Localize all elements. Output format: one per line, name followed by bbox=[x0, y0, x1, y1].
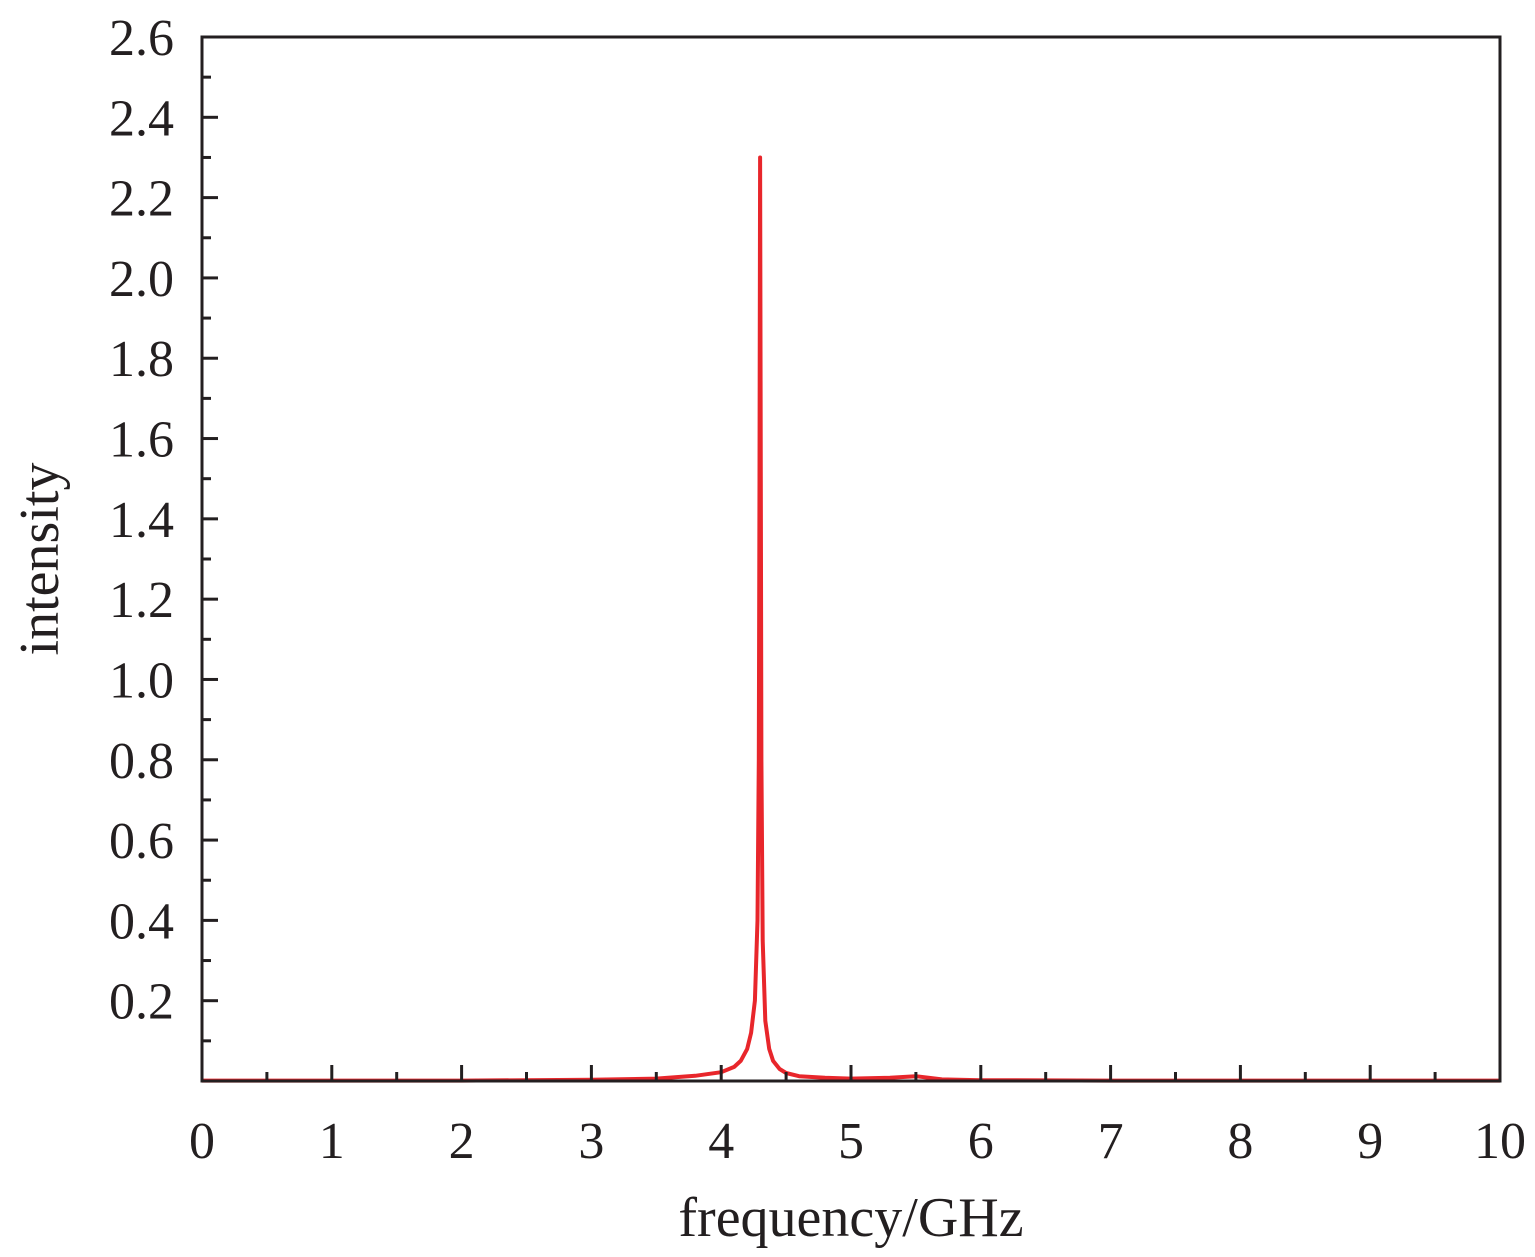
x-tick-label: 8 bbox=[1227, 1113, 1253, 1170]
x-tick-label: 2 bbox=[449, 1113, 475, 1170]
y-tick-label: 1.2 bbox=[109, 572, 174, 629]
x-tick-label: 10 bbox=[1474, 1113, 1526, 1170]
x-tick-label: 0 bbox=[189, 1113, 215, 1170]
x-tick-label: 3 bbox=[578, 1113, 604, 1170]
y-tick-label: 1.0 bbox=[109, 652, 174, 709]
y-tick-label: 2.2 bbox=[109, 171, 174, 228]
y-tick-label: 0.4 bbox=[109, 893, 174, 950]
x-tick-label: 5 bbox=[838, 1113, 864, 1170]
y-tick-label: 0.6 bbox=[109, 813, 174, 870]
y-tick-label: 1.6 bbox=[109, 412, 174, 469]
x-tick-label: 6 bbox=[968, 1113, 994, 1170]
y-tick-label: 2.0 bbox=[109, 251, 174, 308]
y-tick-label: 1.8 bbox=[109, 331, 174, 388]
x-tick-label: 7 bbox=[1098, 1113, 1124, 1170]
y-tick-label: 2.6 bbox=[109, 10, 174, 67]
y-tick-label: 2.4 bbox=[109, 90, 174, 147]
y-axis-label: intensity bbox=[9, 463, 71, 656]
x-tick-label: 9 bbox=[1357, 1113, 1383, 1170]
y-tick-label: 1.4 bbox=[109, 492, 174, 549]
y-tick-label: 0.2 bbox=[109, 974, 174, 1031]
x-tick-label: 1 bbox=[319, 1113, 345, 1170]
series-line-0 bbox=[202, 155, 1500, 1083]
plot-frame bbox=[200, 35, 1502, 1083]
ticks-layer bbox=[200, 35, 1502, 1083]
x-axis-label: frequency/GHz bbox=[678, 1187, 1023, 1249]
tick-labels-layer: 0 1 2 3 4 5 6 7 8 9 10 0.2 0.4 0.6 0.8 1.0 1.2 1.4 1.6 1.8 2… bbox=[109, 10, 1526, 1170]
y-tick-label: 0.8 bbox=[109, 733, 174, 790]
x-tick-label: 4 bbox=[708, 1113, 734, 1170]
series-layer bbox=[202, 155, 1500, 1083]
